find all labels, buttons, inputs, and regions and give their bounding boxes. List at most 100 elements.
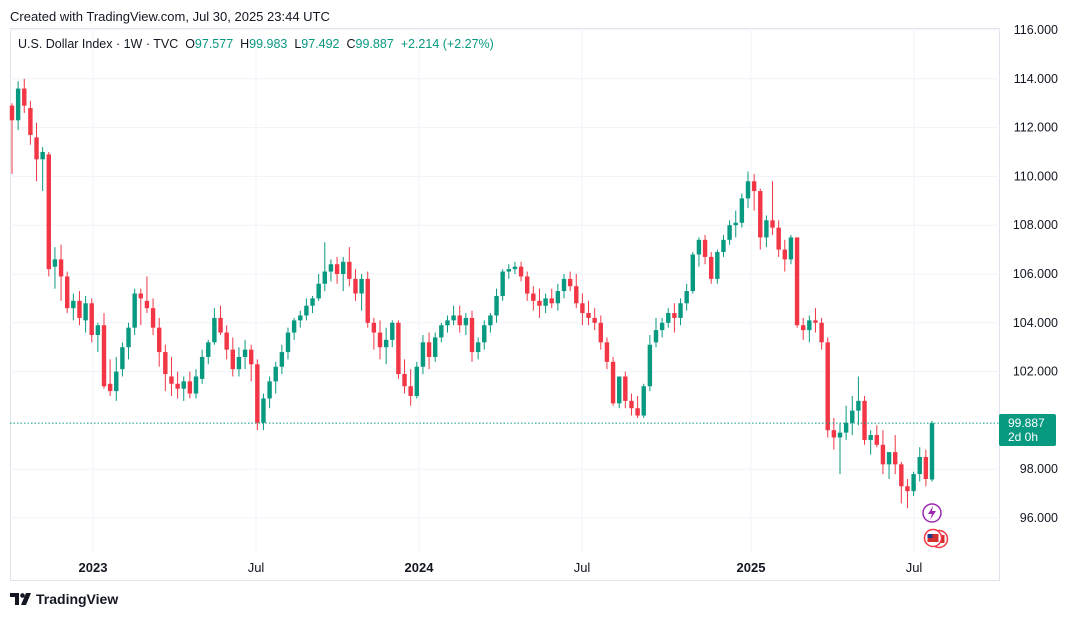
candle-body xyxy=(218,317,223,333)
candle-body xyxy=(95,325,101,335)
candle-body xyxy=(905,486,910,492)
candle-body xyxy=(892,452,898,465)
chart-pane[interactable] xyxy=(10,28,1000,581)
candle-body xyxy=(359,278,364,294)
candle-body xyxy=(549,298,554,304)
candle-body xyxy=(279,352,285,367)
candle-body xyxy=(727,225,732,240)
candle-body xyxy=(813,320,818,323)
x-tick-label: Jul xyxy=(248,560,265,575)
candle-body xyxy=(34,137,39,160)
candle-body xyxy=(923,457,929,479)
y-tick-label: 110.000 xyxy=(1014,169,1058,183)
candle-body xyxy=(580,303,585,314)
candle-body xyxy=(181,381,186,389)
candle-body xyxy=(770,220,775,228)
candle-body xyxy=(739,198,745,223)
candle-body xyxy=(445,320,450,326)
candle-body xyxy=(156,327,162,353)
candle-body xyxy=(574,286,579,304)
candle-body xyxy=(690,254,696,292)
candle-body xyxy=(310,298,315,306)
candle-body xyxy=(862,400,867,440)
candle-body xyxy=(623,376,628,401)
candle-body xyxy=(561,278,567,292)
candle-body xyxy=(604,342,610,362)
candle-body xyxy=(702,239,708,257)
x-tick-label: 2025 xyxy=(737,560,766,575)
candle-body xyxy=(114,371,119,392)
candle-body xyxy=(52,259,58,267)
candle-body xyxy=(322,271,328,284)
candle-body xyxy=(58,259,64,277)
candle-body xyxy=(488,315,493,326)
candle-body xyxy=(463,317,469,326)
candle-body xyxy=(647,344,653,387)
candle-body xyxy=(414,366,420,396)
candle-body xyxy=(439,325,444,338)
candle-body xyxy=(819,322,824,343)
candle-body xyxy=(843,422,849,433)
legend-close-label: C xyxy=(346,37,356,51)
candle-body xyxy=(616,376,622,404)
candle-body xyxy=(886,452,892,465)
candle-body xyxy=(929,423,935,480)
candle-body xyxy=(248,349,254,365)
legend-symbol[interactable]: U.S. Dollar Index · 1W · TVC xyxy=(18,37,179,51)
last-price-value: 99.887 xyxy=(1008,416,1045,430)
candle-body xyxy=(800,325,806,331)
y-tick-label: 112.000 xyxy=(1014,121,1058,135)
footer-brand[interactable]: TradingView xyxy=(10,591,118,607)
y-tick-label: 104.000 xyxy=(1013,316,1058,330)
candle-body xyxy=(917,457,922,475)
y-tick-label: 106.000 xyxy=(1013,267,1058,281)
candle-body xyxy=(715,252,720,279)
candle-body xyxy=(733,222,738,226)
candle-body xyxy=(506,269,512,272)
legend-open-label: O xyxy=(185,37,195,51)
candle-body xyxy=(353,278,358,294)
candle-body xyxy=(298,315,303,321)
candle-body xyxy=(426,342,432,357)
flag-canton xyxy=(927,534,933,538)
bar-countdown: 2d 0h xyxy=(1008,430,1039,444)
legend-open: 97.577 xyxy=(194,37,234,51)
candle-body xyxy=(543,298,548,306)
legend-bar: U.S. Dollar Index · 1W · TVC O97.577 H99… xyxy=(18,37,494,51)
x-tick-label: Jul xyxy=(574,560,591,575)
candle-body xyxy=(304,305,309,316)
candle-body xyxy=(432,337,438,357)
candle-body xyxy=(273,366,278,382)
candle-body xyxy=(794,237,800,326)
x-tick-label: 2023 xyxy=(79,560,108,575)
candle-body xyxy=(653,330,659,343)
candle-body xyxy=(89,303,94,335)
candle-body xyxy=(77,300,82,318)
y-tick-label: 102.000 xyxy=(1013,365,1058,379)
candle-body xyxy=(9,105,15,121)
candle-body xyxy=(46,154,52,270)
candle-body xyxy=(518,266,524,277)
candle-body xyxy=(782,249,788,260)
candle-body xyxy=(469,317,475,353)
last-price-label: 99.887 2d 0h xyxy=(999,414,1056,446)
candle-body xyxy=(610,361,616,404)
candle-body xyxy=(850,410,855,423)
candle-body xyxy=(291,320,297,333)
candle-body xyxy=(230,349,236,370)
candle-body xyxy=(163,352,168,375)
footer-brand-text: TradingView xyxy=(36,591,119,607)
candle-body xyxy=(629,400,634,409)
y-tick-label: 98.000 xyxy=(1020,462,1058,476)
candle-body xyxy=(696,239,702,255)
candle-body xyxy=(788,237,794,260)
legend-close: 99.887 xyxy=(355,37,394,51)
candle-body xyxy=(880,444,886,465)
legend-change: +2.214 (+2.27%) xyxy=(400,37,494,51)
candle-body xyxy=(678,303,683,318)
lightning-glyph xyxy=(928,506,936,520)
candle-body xyxy=(328,264,334,272)
candle-body xyxy=(831,430,837,438)
candle-body xyxy=(285,332,291,353)
